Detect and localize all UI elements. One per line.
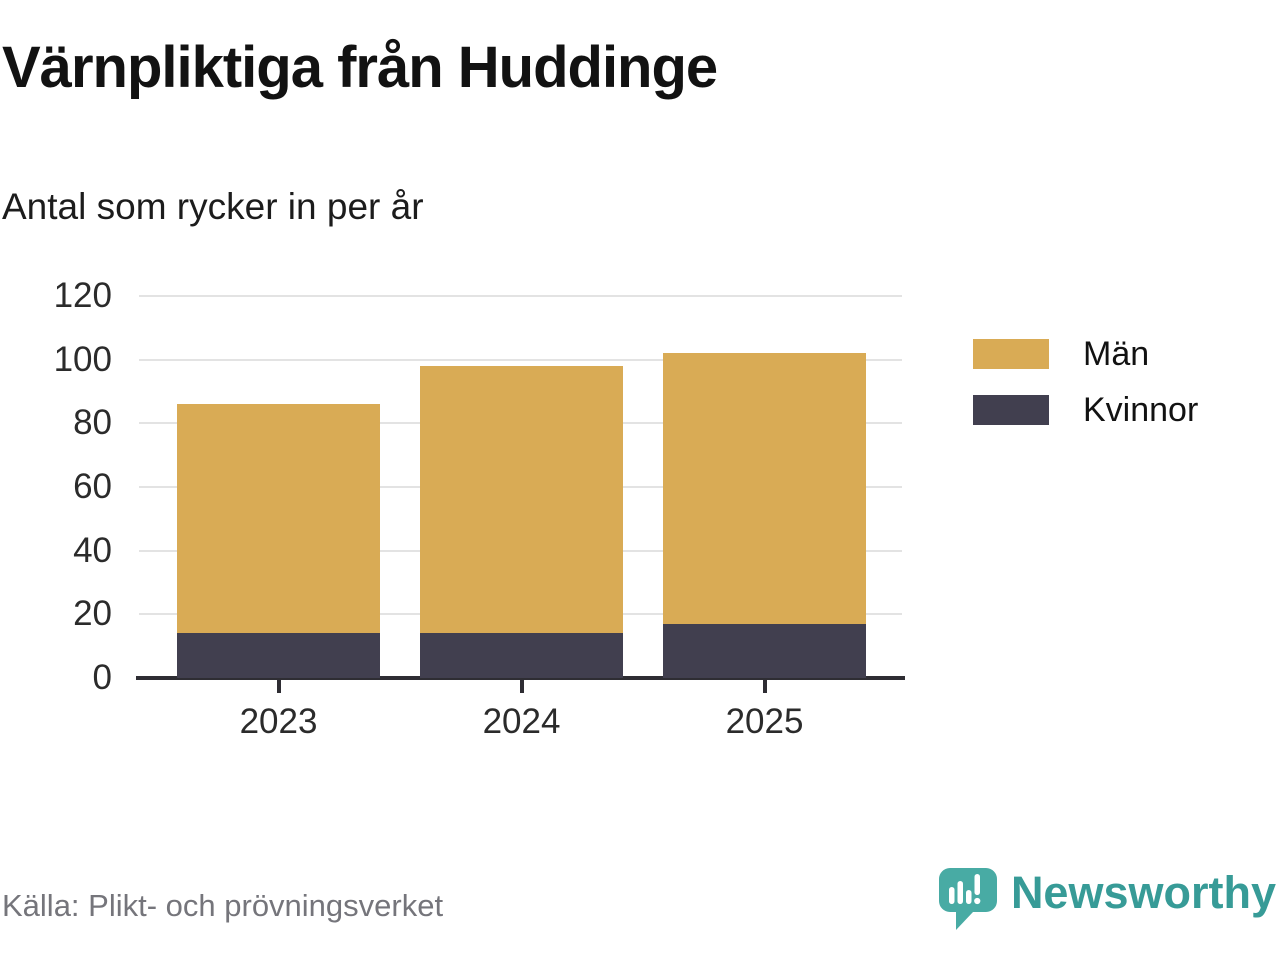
bar-2025 (663, 296, 866, 678)
bar-segment-2024-Kvinnor (420, 633, 623, 678)
chart-title: Värnpliktiga från Huddinge (2, 35, 718, 100)
y-tick-label-0: 0 (92, 658, 112, 697)
legend-label-Kvinnor: Kvinnor (1083, 390, 1199, 429)
x-tick-label-2024: 2024 (482, 702, 561, 741)
brand-wordmark: Newsworthy (1010, 867, 1276, 918)
x-tick-label-2025: 2025 (725, 702, 804, 741)
y-tick-label-80: 80 (73, 403, 112, 443)
bar-segment-2023-Kvinnor (177, 633, 380, 678)
y-tick-label-40: 40 (73, 530, 112, 570)
legend-label-Män: Män (1083, 334, 1150, 373)
bar-segment-2025-Kvinnor (663, 623, 866, 678)
bar-segment-2025-Män (663, 353, 866, 624)
gridline-100 (139, 358, 902, 361)
x-tick-label-2023: 2023 (239, 702, 318, 741)
legend: Män Kvinnor (973, 335, 1198, 451)
bar-segment-2024-Män (420, 366, 623, 634)
plot-area: 2023 2024 2025 (136, 295, 905, 741)
bar-segment-2023-Män (177, 404, 380, 634)
y-tick-label-100: 100 (53, 339, 112, 379)
source-caption: Källa: Plikt- och prövningsverket (2, 888, 444, 923)
bar-2023 (177, 296, 380, 678)
x-tick-2025 (762, 680, 767, 693)
y-axis-labels: 0 20 40 60 80 100 120 (20, 276, 112, 697)
bar-2024 (420, 296, 623, 678)
y-tick-label-120: 120 (53, 276, 112, 315)
brand-logo: Newsworthy (938, 864, 1276, 930)
y-tick-label-60: 60 (73, 467, 112, 506)
gridline-120 (139, 295, 902, 297)
legend-item-Kvinnor: Kvinnor (973, 391, 1198, 429)
newsworthy-bubble-icon (938, 868, 997, 930)
chart-subtitle: Antal som rycker in per år (2, 186, 424, 227)
x-tick-2024 (519, 680, 524, 693)
legend-swatch-Kvinnor (973, 395, 1049, 425)
x-axis-line (136, 676, 905, 680)
x-tick-2023 (276, 680, 281, 693)
y-tick-label-20: 20 (73, 594, 112, 634)
legend-swatch-Män (973, 339, 1049, 369)
legend-item-Män: Män (973, 335, 1198, 373)
